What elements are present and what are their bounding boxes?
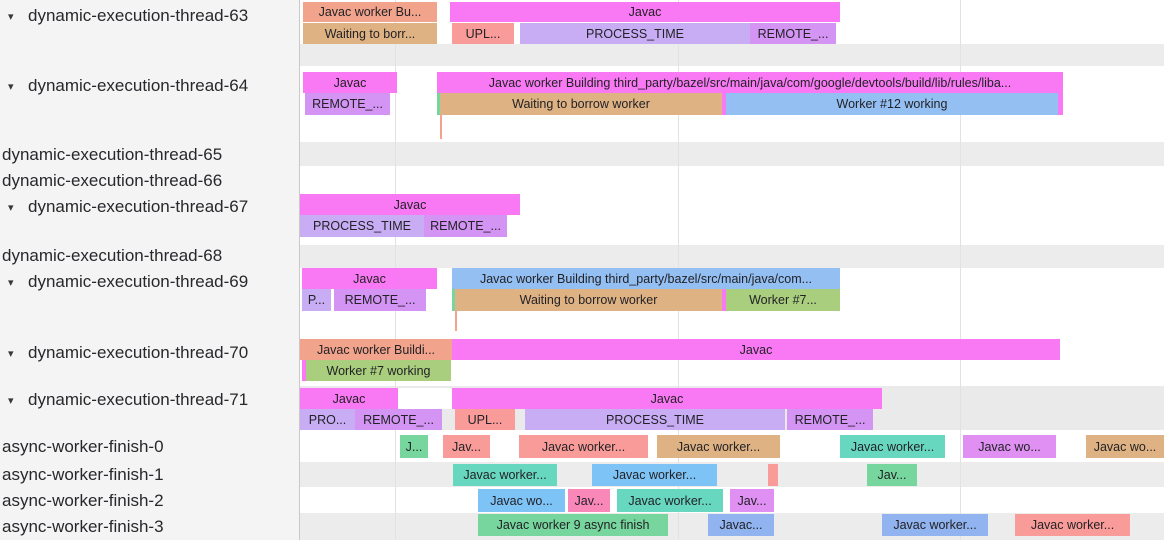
trace-event-bar[interactable]: Javac: [300, 388, 398, 409]
trace-event-bar[interactable]: Javac: [302, 268, 437, 289]
trace-event-bar[interactable]: Javac wo...: [1086, 435, 1164, 458]
sidebar-thread-row[interactable]: ▾ dynamic-execution-thread-70: [0, 342, 300, 364]
trace-event-sliver[interactable]: [722, 289, 726, 311]
sidebar-thread-row[interactable]: async-worker-finish-2: [0, 490, 302, 512]
thread-name-label: async-worker-finish-3: [2, 517, 164, 536]
thread-sidebar: ▾ dynamic-execution-thread-63 ▾ dynamic-exe…: [0, 0, 300, 540]
trace-event-bar[interactable]: P...: [302, 289, 331, 311]
trace-event-sliver[interactable]: [452, 289, 455, 311]
trace-event-bar[interactable]: Jav...: [867, 464, 917, 486]
thread-name-label: dynamic-execution-thread-70: [28, 343, 249, 362]
trace-event-bar[interactable]: REMOTE_...: [334, 289, 426, 311]
trace-event-bar[interactable]: Waiting to borr...: [303, 23, 437, 44]
trace-event-bar[interactable]: UPL...: [452, 23, 514, 44]
sidebar-thread-row[interactable]: dynamic-execution-thread-68: [0, 245, 302, 267]
trace-event-bar[interactable]: PROCESS_TIME: [520, 23, 750, 44]
thread-name-label: async-worker-finish-0: [2, 437, 164, 456]
trace-event-bar[interactable]: Javac worker...: [519, 435, 648, 458]
instant-event-tick[interactable]: [440, 115, 442, 139]
trace-event-bar[interactable]: Javac worker...: [657, 435, 780, 458]
row-band: [300, 142, 1164, 166]
thread-name-label: dynamic-execution-thread-71: [28, 390, 249, 409]
collapse-arrow-icon[interactable]: ▾: [8, 80, 14, 93]
trace-event-sliver[interactable]: [722, 93, 726, 115]
trace-event-bar[interactable]: Waiting to borrow worker: [440, 93, 722, 115]
trace-event-bar[interactable]: Javac worker...: [617, 489, 723, 512]
collapse-arrow-icon[interactable]: ▾: [8, 201, 14, 214]
trace-event-bar[interactable]: PROCESS_TIME: [300, 215, 424, 237]
trace-event-bar[interactable]: Javac worker Buildi...: [300, 339, 452, 360]
row-band: [300, 44, 1164, 66]
sidebar-thread-row[interactable]: async-worker-finish-1: [0, 464, 302, 486]
row-band: [300, 462, 1164, 487]
trace-event-sliver[interactable]: [437, 93, 440, 115]
trace-event-bar[interactable]: Jav...: [730, 489, 774, 512]
trace-event-bar[interactable]: Javac: [450, 2, 840, 22]
sidebar-thread-row[interactable]: async-worker-finish-3: [0, 516, 302, 538]
sidebar-thread-row[interactable]: dynamic-execution-thread-65: [0, 144, 302, 166]
collapse-arrow-icon[interactable]: ▾: [8, 347, 14, 360]
trace-event-bar[interactable]: REMOTE_...: [305, 93, 390, 115]
trace-event-sliver[interactable]: [398, 388, 452, 409]
trace-event-bar[interactable]: Javac: [300, 194, 520, 215]
trace-event-sliver[interactable]: [302, 360, 306, 381]
trace-event-bar[interactable]: Worker #7...: [726, 289, 840, 311]
thread-name-label: dynamic-execution-thread-63: [28, 6, 249, 25]
trace-event-sliver[interactable]: [1058, 93, 1063, 115]
trace-event-bar[interactable]: Jav...: [568, 489, 610, 512]
trace-event-bar[interactable]: Javac: [452, 339, 1060, 360]
trace-event-bar[interactable]: Javac: [452, 388, 882, 409]
thread-name-label: dynamic-execution-thread-64: [28, 76, 249, 95]
trace-event-bar[interactable]: Javac worker...: [1015, 514, 1130, 536]
sidebar-thread-row[interactable]: ▾ dynamic-execution-thread-69: [0, 271, 300, 293]
trace-event-bar[interactable]: UPL...: [455, 409, 515, 430]
trace-event-bar[interactable]: Javac worker...: [840, 435, 945, 458]
thread-name-label: dynamic-execution-thread-69: [28, 272, 249, 291]
row-band: [300, 245, 1164, 268]
trace-event-bar[interactable]: Javac...: [708, 514, 774, 536]
trace-event-bar[interactable]: Javac worker...: [882, 514, 988, 536]
trace-event-bar[interactable]: Javac worker Building third_party/bazel/…: [452, 268, 840, 289]
sidebar-thread-row[interactable]: dynamic-execution-thread-66: [0, 170, 302, 192]
trace-event-bar[interactable]: Worker #7 working: [306, 360, 451, 381]
collapse-arrow-icon[interactable]: ▾: [8, 10, 14, 23]
trace-event-bar[interactable]: REMOTE_...: [355, 409, 442, 430]
trace-event-bar[interactable]: Javac worker...: [453, 464, 557, 486]
trace-event-sliver[interactable]: [768, 464, 778, 486]
trace-event-bar[interactable]: REMOTE_...: [787, 409, 873, 430]
thread-name-label: dynamic-execution-thread-65: [2, 145, 223, 164]
trace-event-bar[interactable]: REMOTE_...: [424, 215, 507, 237]
sidebar-thread-row[interactable]: ▾ dynamic-execution-thread-64: [0, 75, 300, 97]
thread-name-label: dynamic-execution-thread-66: [2, 171, 223, 190]
trace-event-bar[interactable]: Javac worker Bu...: [303, 2, 437, 22]
collapse-arrow-icon[interactable]: ▾: [8, 394, 14, 407]
trace-event-bar[interactable]: PROCESS_TIME: [525, 409, 785, 430]
sidebar-thread-row[interactable]: async-worker-finish-0: [0, 436, 302, 458]
trace-event-bar[interactable]: Javac wo...: [963, 435, 1056, 458]
trace-event-bar[interactable]: Javac worker...: [592, 464, 717, 486]
trace-event-bar[interactable]: Jav...: [443, 435, 490, 458]
trace-event-bar[interactable]: Waiting to borrow worker: [455, 289, 722, 311]
sidebar-thread-row[interactable]: ▾ dynamic-execution-thread-63: [0, 5, 300, 27]
trace-event-bar[interactable]: J...: [400, 435, 428, 458]
thread-name-label: async-worker-finish-2: [2, 491, 164, 510]
trace-event-bar[interactable]: Worker #12 working: [726, 93, 1058, 115]
trace-event-bar[interactable]: REMOTE_...: [750, 23, 836, 44]
thread-name-label: dynamic-execution-thread-68: [2, 246, 223, 265]
trace-event-bar[interactable]: Javac worker Building third_party/bazel/…: [437, 72, 1063, 93]
trace-event-bar[interactable]: Javac: [303, 72, 397, 93]
trace-event-bar[interactable]: Javac wo...: [478, 489, 565, 512]
trace-event-bar[interactable]: Javac worker 9 async finish: [478, 514, 668, 536]
sidebar-thread-row[interactable]: ▾ dynamic-execution-thread-71: [0, 389, 300, 411]
time-gridline: [960, 0, 961, 540]
instant-event-tick[interactable]: [455, 311, 457, 331]
sidebar-thread-row[interactable]: ▾ dynamic-execution-thread-67: [0, 196, 300, 218]
collapse-arrow-icon[interactable]: ▾: [8, 276, 14, 289]
trace-event-bar[interactable]: PRO...: [300, 409, 355, 430]
thread-name-label: async-worker-finish-1: [2, 465, 164, 484]
thread-name-label: dynamic-execution-thread-67: [28, 197, 249, 216]
